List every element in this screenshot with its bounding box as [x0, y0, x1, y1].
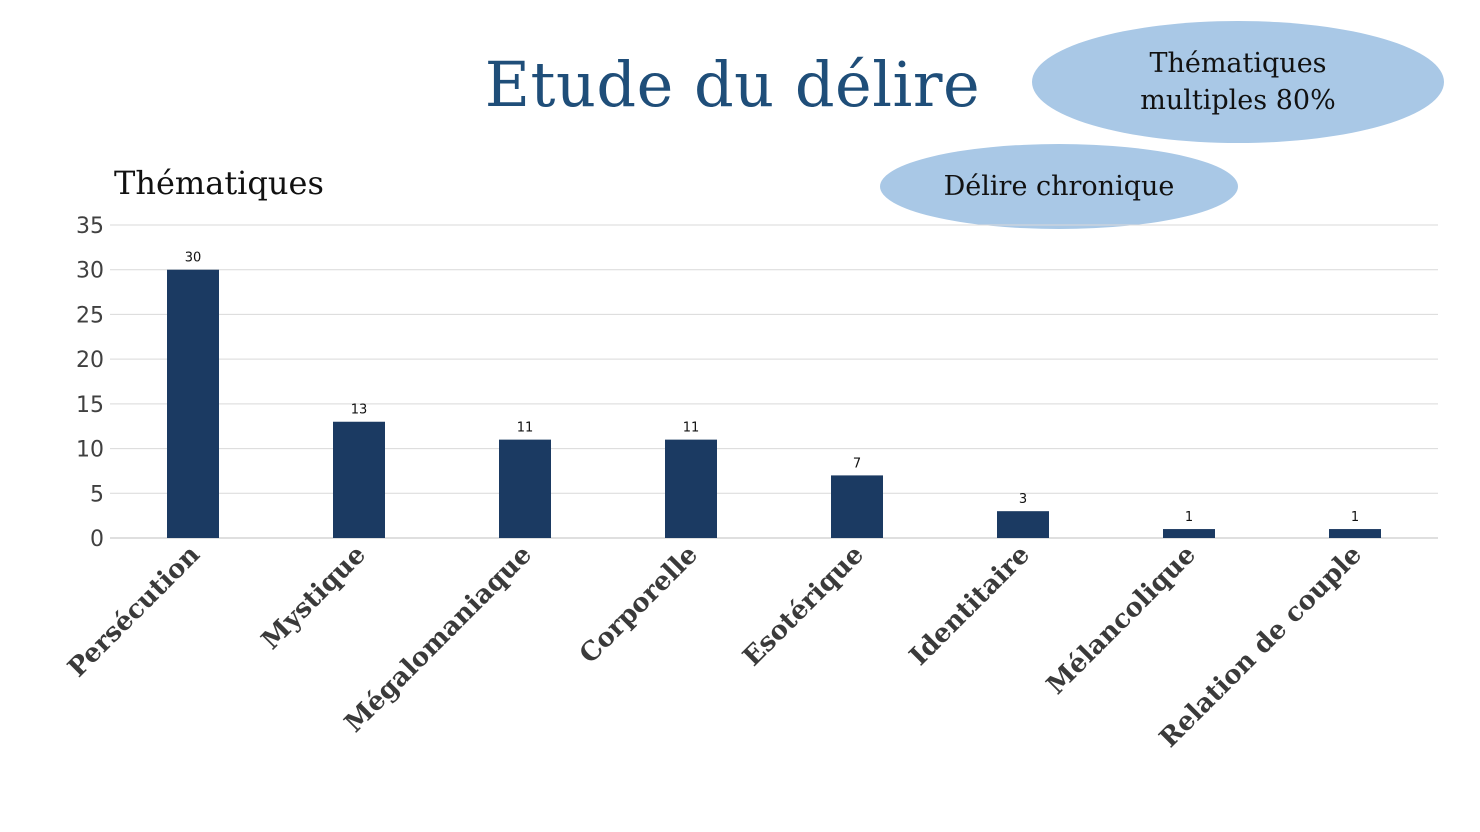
callout-multiple-themes-line2: multiples 80%: [1140, 85, 1336, 116]
x-tick-label: Mégalomaniaque: [339, 540, 538, 739]
y-tick-label: 30: [76, 259, 104, 284]
bar: [1329, 529, 1381, 538]
callout-chronic-delusion-text: Délire chronique: [943, 171, 1175, 202]
callout-multiple-themes-line1: Thématiques: [1149, 48, 1327, 79]
x-tick-label: Persécution: [62, 540, 206, 684]
chart-title: Thématiques: [114, 164, 324, 202]
data-label: 1: [1185, 510, 1193, 525]
y-tick-label: 25: [76, 303, 104, 328]
data-label: 30: [185, 251, 202, 266]
data-label: 3: [1019, 492, 1027, 507]
bar: [167, 269, 219, 538]
callout-chronic-delusion: Délire chronique: [880, 144, 1238, 229]
data-label: 13: [351, 403, 368, 418]
x-tick-label: Esotérique: [737, 540, 870, 673]
data-label: 1: [1351, 510, 1359, 525]
y-tick-label: 35: [76, 214, 104, 239]
bar: [1163, 529, 1215, 538]
x-tick-label: Corporelle: [574, 540, 704, 670]
bar: [665, 439, 717, 538]
callout-multiple-themes: Thématiques multiples 80%: [1032, 21, 1444, 143]
y-tick-label: 0: [90, 527, 104, 552]
x-tick-label: Identitaire: [904, 540, 1036, 672]
x-tick-label: Mélancolique: [1041, 540, 1202, 701]
data-label: 7: [853, 456, 861, 471]
bar: [831, 475, 883, 538]
bar: [997, 511, 1049, 538]
page-title: Etude du délire: [484, 48, 981, 121]
bar: [499, 439, 551, 538]
y-tick-label: 20: [76, 348, 104, 373]
data-label: 11: [517, 421, 534, 436]
data-label: 11: [683, 421, 700, 436]
x-tick-label: Mystique: [256, 540, 372, 656]
bar: [333, 421, 385, 538]
y-tick-label: 10: [76, 438, 104, 463]
y-tick-label: 5: [90, 482, 104, 507]
y-tick-label: 15: [76, 393, 104, 418]
